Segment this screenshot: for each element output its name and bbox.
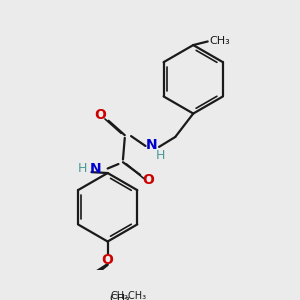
Text: N: N — [146, 138, 158, 152]
Text: CH₃: CH₃ — [209, 36, 230, 46]
Text: CH₃: CH₃ — [110, 294, 130, 300]
Text: N: N — [90, 162, 102, 176]
Text: O: O — [102, 254, 114, 267]
Text: H: H — [156, 149, 166, 162]
Text: O: O — [94, 108, 106, 122]
Text: H: H — [78, 162, 87, 175]
Text: O: O — [142, 173, 154, 187]
Text: CH₂CH₃: CH₂CH₃ — [110, 292, 146, 300]
